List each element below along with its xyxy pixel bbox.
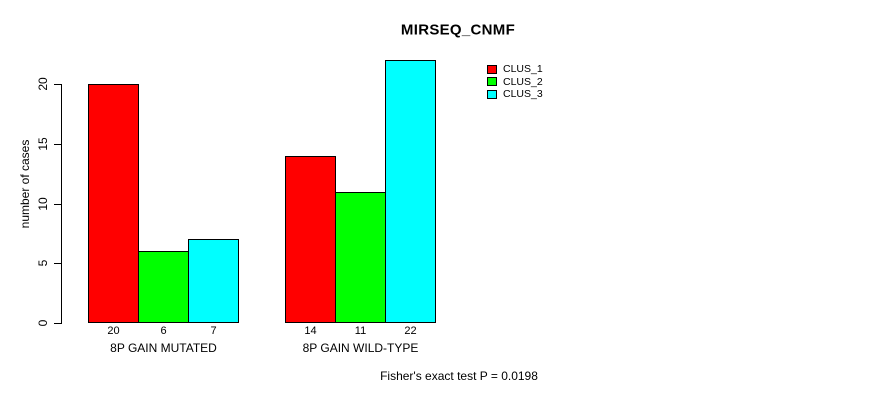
y-tick-label: 5 [36, 259, 50, 267]
bar-value-label: 7 [210, 325, 217, 337]
bar-clus_1-group2 [285, 156, 336, 323]
legend-label: CLUS_3 [503, 88, 543, 101]
annotation-text: Fisher's exact test P = 0.0198 [380, 369, 538, 383]
y-axis-line [61, 84, 62, 324]
y-axis-tick [54, 263, 61, 264]
bar-value-label: 14 [304, 325, 317, 337]
bar-value-label: 6 [160, 325, 167, 337]
y-axis-tick [54, 323, 61, 324]
y-axis-tick [54, 204, 61, 205]
legend-swatch-icon [487, 89, 497, 99]
x-category-label: 8P GAIN WILD-TYPE [302, 341, 419, 355]
legend-item-clus_2: CLUS_2 [487, 76, 543, 89]
legend: CLUS_1 CLUS_2 CLUS_3 [487, 63, 543, 101]
bar-clus_2-group2 [335, 192, 386, 323]
legend-swatch-icon [487, 77, 497, 87]
legend-label: CLUS_2 [503, 75, 543, 88]
bar-value-label: 20 [107, 325, 120, 337]
bar-clus_3-group1 [188, 239, 239, 323]
legend-item-clus_1: CLUS_1 [487, 63, 543, 76]
y-axis-tick [54, 84, 61, 85]
chart-title: MIRSEQ_CNMF [400, 21, 516, 39]
y-tick-label: 0 [36, 319, 50, 327]
y-tick-label: 10 [36, 197, 50, 211]
y-tick-label: 20 [36, 77, 50, 91]
legend-label: CLUS_1 [503, 63, 543, 76]
legend-swatch-icon [487, 64, 497, 74]
y-axis-tick [54, 144, 61, 145]
y-axis-label: number of cases [18, 139, 32, 229]
bar-clus_3-group2 [385, 60, 436, 323]
bar-clus_1-group1 [88, 84, 139, 323]
bar-value-label: 11 [354, 325, 367, 337]
bar-value-label: 22 [404, 325, 417, 337]
y-tick-label: 15 [36, 137, 50, 151]
legend-item-clus_3: CLUS_3 [487, 88, 543, 101]
x-category-label: 8P GAIN MUTATED [110, 341, 217, 355]
bar-clus_2-group1 [138, 251, 189, 323]
